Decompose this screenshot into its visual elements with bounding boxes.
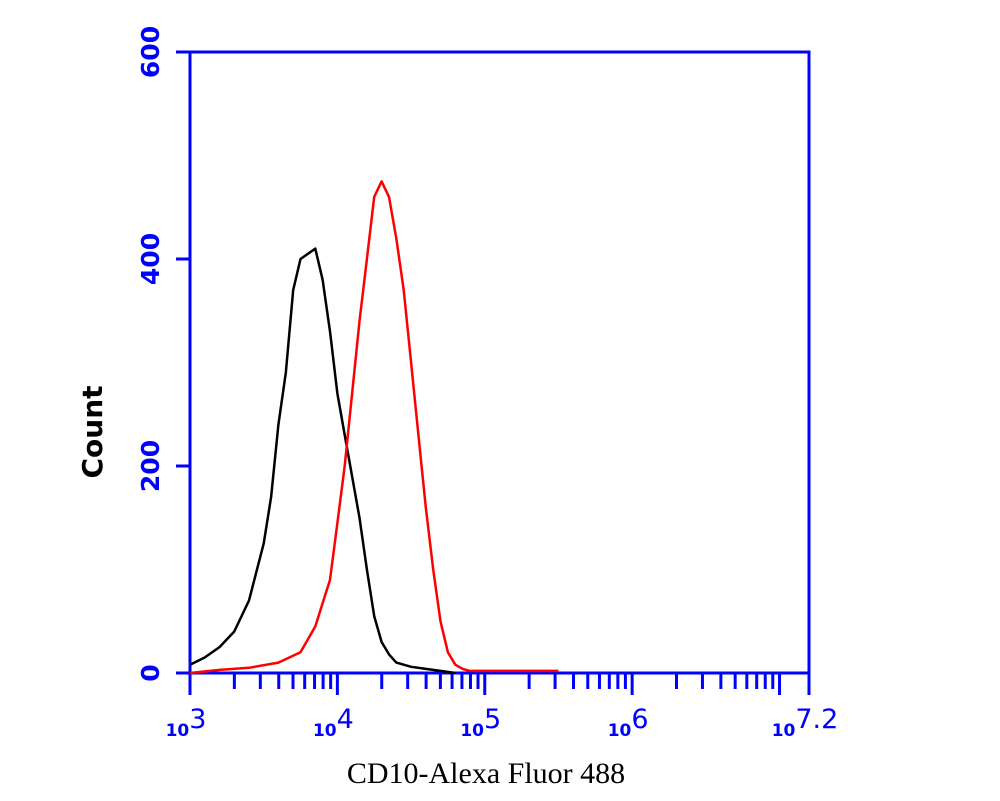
series-line-black bbox=[189, 247, 456, 675]
y-tick-label: 400 bbox=[136, 233, 165, 285]
x-tick-label: 104 bbox=[313, 704, 354, 741]
series-layer bbox=[189, 180, 559, 675]
y-axis-label: Count bbox=[76, 385, 109, 478]
x-tick-label: 106 bbox=[608, 704, 649, 741]
x-axis-ticks: 103 104 105 106 107.2 bbox=[166, 673, 839, 741]
x-axis-label: CD10-Alexa Fluor 488 bbox=[347, 757, 625, 790]
plot-area-frame bbox=[188, 50, 811, 675]
x-tick-label: 103 bbox=[166, 704, 207, 741]
series-line-red bbox=[189, 180, 559, 675]
y-axis-ticks: 0 200 400 600 bbox=[136, 26, 190, 682]
y-tick-label: 200 bbox=[136, 440, 165, 492]
y-tick-label: 600 bbox=[136, 26, 165, 78]
x-tick-label: 107.2 bbox=[772, 704, 839, 741]
x-tick-label: 105 bbox=[460, 704, 501, 741]
y-tick-label: 0 bbox=[136, 664, 165, 681]
